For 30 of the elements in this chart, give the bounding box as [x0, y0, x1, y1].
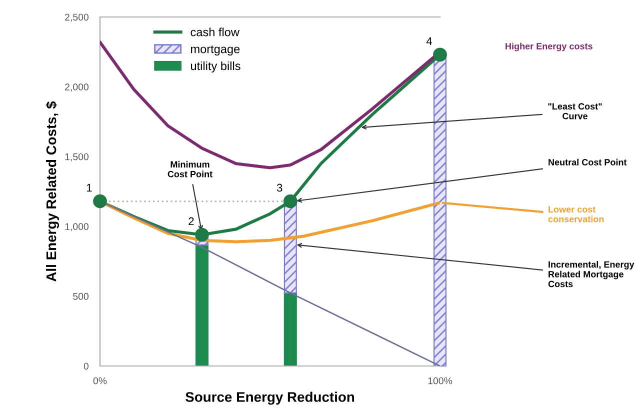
legend-label: mortgage [191, 45, 240, 56]
annotation: 3 [276, 184, 282, 192]
point [283, 194, 298, 208]
point [93, 194, 107, 208]
annotation: "Least Cost" Curve [548, 103, 602, 120]
annotation: 1 [86, 184, 92, 192]
y-axis-title: All Energy Related Costs, $ [46, 101, 60, 282]
y-tick-label: 500 [73, 292, 89, 300]
x-axis-title: Source Energy Reduction [186, 392, 354, 405]
annotation: Neutral Cost Point [548, 158, 627, 166]
point [433, 48, 447, 62]
x-tick-label: 100% [428, 377, 452, 384]
annotation: 2 [188, 217, 194, 226]
annotation: 4 [426, 37, 432, 45]
bar [195, 244, 209, 367]
y-tick-label: 2,500 [65, 14, 89, 22]
annotation: Minimum Cost Point [168, 160, 212, 178]
bar [284, 292, 297, 367]
text: Lower cost conservation [548, 206, 604, 222]
legend-label: utility bills [191, 61, 240, 72]
text: Higher Energy costs [506, 42, 592, 52]
y-tick-label: 2,000 [65, 84, 89, 92]
point [195, 228, 209, 242]
annotation: Incremental, Energy Related Mortgage Costs [548, 261, 634, 288]
legend-label: cash flow [190, 28, 240, 36]
y-tick-label: 0 [84, 362, 89, 370]
y-tick-label: 1,500 [65, 153, 89, 162]
bar [284, 204, 297, 294]
x-tick-label: 0% [93, 377, 107, 384]
y-tick-label: 1,000 [65, 223, 89, 232]
